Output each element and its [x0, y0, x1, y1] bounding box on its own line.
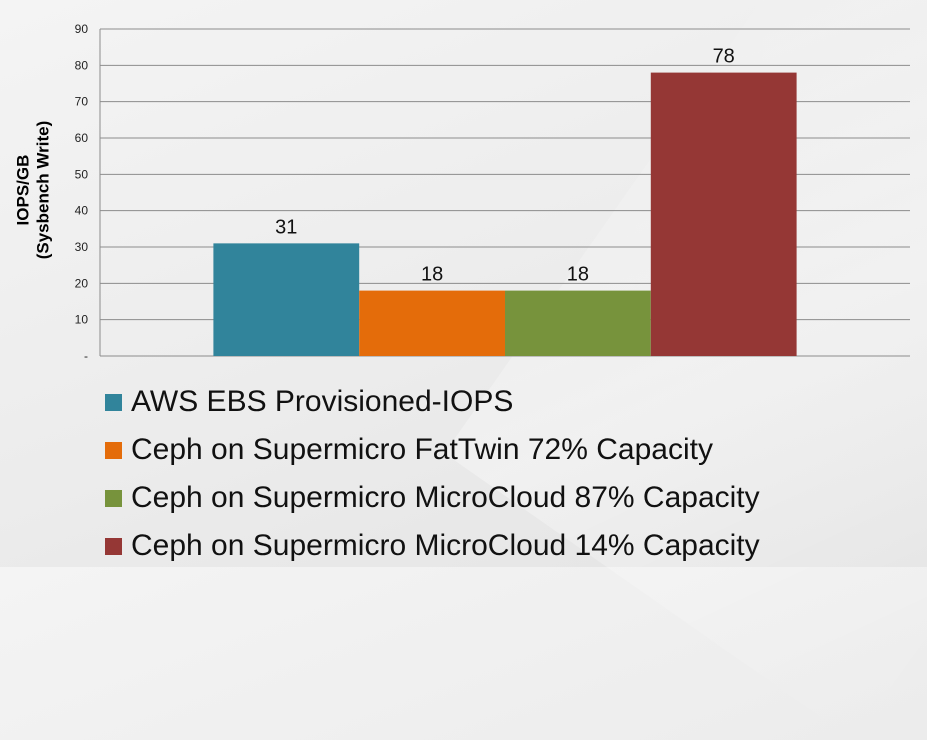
- legend-item: Ceph on Supermicro FatTwin 72% Capacity: [105, 426, 760, 474]
- legend-label: Ceph on Supermicro MicroCloud 87% Capaci…: [131, 481, 760, 514]
- bar: [505, 290, 651, 356]
- y-tick-label: 60: [75, 131, 89, 145]
- bar: [359, 290, 505, 356]
- legend-item: Ceph on Supermicro MicroCloud 14% Capaci…: [105, 522, 760, 570]
- bar: [213, 243, 360, 356]
- y-tick-label: 70: [75, 95, 89, 109]
- legend-swatch: [105, 393, 122, 411]
- y-axis-label-line1: IOPS/GB: [13, 154, 32, 226]
- y-tick-label: -: [84, 349, 88, 363]
- legend-item: AWS EBS Provisioned-IOPS: [105, 378, 760, 426]
- data-label: 18: [567, 264, 589, 286]
- legend-swatch: [105, 441, 122, 459]
- legend-swatch: [105, 489, 122, 507]
- y-tick-label: 10: [75, 313, 89, 327]
- data-label: 31: [275, 216, 297, 238]
- y-axis-label: IOPS/GB (Sysbench Write): [5, 40, 61, 340]
- y-tick-label: 90: [75, 22, 89, 36]
- y-tick-label: 50: [75, 167, 89, 181]
- bar: [650, 72, 797, 356]
- y-tick-label: 80: [75, 58, 89, 72]
- data-label: 18: [421, 264, 443, 286]
- legend-label: Ceph on Supermicro MicroCloud 14% Capaci…: [131, 529, 760, 562]
- legend-swatch: [105, 537, 122, 555]
- legend: AWS EBS Provisioned-IOPS Ceph on Supermi…: [105, 378, 760, 570]
- y-tick-label: 20: [75, 276, 89, 290]
- y-axis-label-line2: (Sysbench Write): [33, 120, 52, 260]
- bar-chart: - 10 20 30 40 50 60 70 80 90 31 18 18 78: [75, 22, 910, 363]
- y-tick-label: 30: [75, 240, 89, 254]
- data-label: 78: [713, 46, 735, 68]
- y-tick-label: 40: [75, 204, 89, 218]
- legend-label: Ceph on Supermicro FatTwin 72% Capacity: [131, 433, 713, 466]
- legend-item: Ceph on Supermicro MicroCloud 87% Capaci…: [105, 474, 760, 522]
- legend-label: AWS EBS Provisioned-IOPS: [131, 385, 514, 418]
